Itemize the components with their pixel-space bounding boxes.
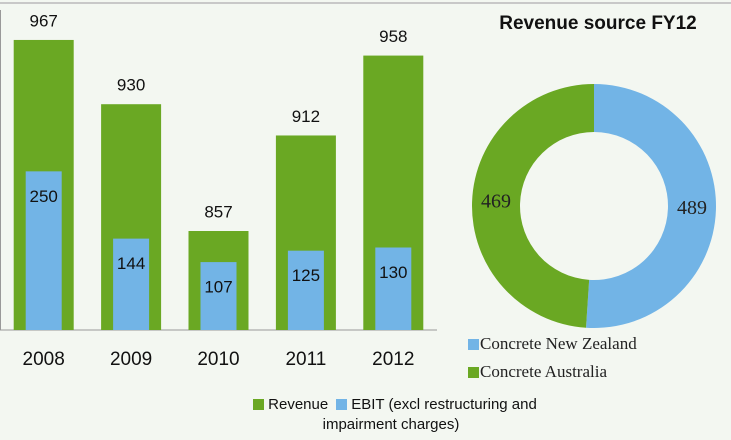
data-label: 469 [481,190,511,212]
legend-swatch [468,339,479,350]
donut-title: Revenue source FY12 [499,13,696,34]
data-label: 967 [30,11,58,30]
donut-legend: Concrete New Zealand Concrete Australia [468,334,668,390]
legend-label: Concrete New Zealand [480,334,637,353]
legend-label: Concrete Australia [480,362,607,381]
x-tick-label: 2012 [372,349,414,370]
x-tick-label: 2010 [197,349,239,370]
legend-swatch [253,399,265,410]
x-tick-label: 2011 [285,349,326,370]
bar [113,238,150,330]
data-label: 107 [204,278,232,297]
bar [287,250,324,330]
x-tick-label: 2008 [23,349,65,370]
bar [375,247,412,330]
legend-label: EBIT (excl restructuring and impairment … [322,396,537,433]
legend-label: Revenue [268,396,329,413]
data-label: 130 [379,263,407,282]
x-tick-label: 2009 [110,349,152,370]
legend-item: Concrete New Zealand [468,334,668,354]
bar [25,171,62,330]
legend-swatch [468,367,479,378]
data-label: 489 [677,197,707,219]
data-label: 958 [379,27,407,46]
bar-legend: Revenue EBIT (excl restructuring and impa… [215,395,575,435]
data-label: 125 [292,266,320,285]
data-label: 144 [117,254,145,273]
legend-item: Concrete Australia [468,362,668,382]
data-label: 912 [292,107,320,126]
donut-slice [586,84,717,328]
data-label: 930 [117,76,145,95]
legend-swatch [336,399,348,410]
legend-item: Revenue [253,396,328,413]
donut-slice [472,84,594,328]
bar [200,262,237,330]
legend-item: EBIT (excl restructuring and impairment … [323,396,537,433]
data-label: 250 [30,187,58,206]
data-label: 857 [204,202,232,221]
